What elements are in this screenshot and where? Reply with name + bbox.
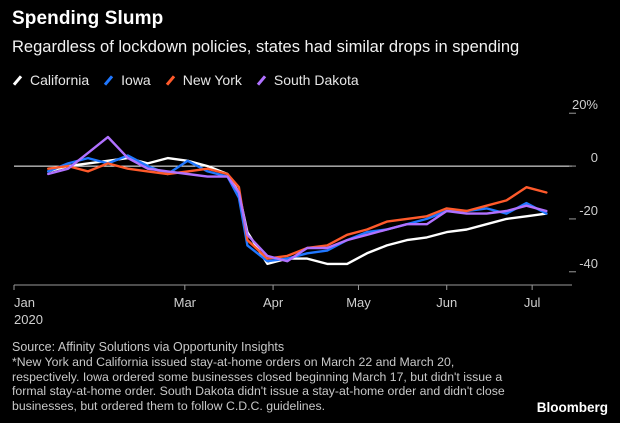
legend-label-new-york: New York [182,72,242,88]
x-year-label: 2020 [14,312,43,327]
chart-subtitle: Regardless of lockdown policies, states … [12,38,520,56]
legend-label-south-dakota: South Dakota [273,72,359,88]
x-tick-label: Mar [174,295,197,310]
y-tick-label: -40 [579,256,598,271]
series-line-south-dakota [47,135,548,263]
y-tick-label: 0 [591,150,598,165]
series-line-iowa [47,154,548,263]
x-tick-label: May [346,295,371,310]
x-tick-label: Jul [524,295,541,310]
y-tick-label: 20% [572,97,598,112]
chart-title: Spending Slump [12,8,164,29]
legend-item-california: California [12,72,89,88]
x-tick-label: Jan [14,295,35,310]
x-tick-label: Apr [263,295,284,310]
bloomberg-logo: Bloomberg [536,400,608,415]
legend-item-new-york: New York [165,72,242,88]
legend-item-south-dakota: South Dakota [256,72,359,88]
legend-label-iowa: Iowa [121,72,151,88]
source-text: Source: Affinity Solutions via Opportuni… [12,340,285,354]
x-tick-label: Jun [436,295,457,310]
y-tick-label: -20 [579,203,598,218]
legend: California Iowa New York South Dakota [12,70,359,90]
legend-label-california: California [30,72,90,88]
series-line-new-york [47,162,548,260]
footnote-text: *New York and California issued stay-at-… [12,355,505,413]
legend-item-iowa: Iowa [103,72,151,88]
